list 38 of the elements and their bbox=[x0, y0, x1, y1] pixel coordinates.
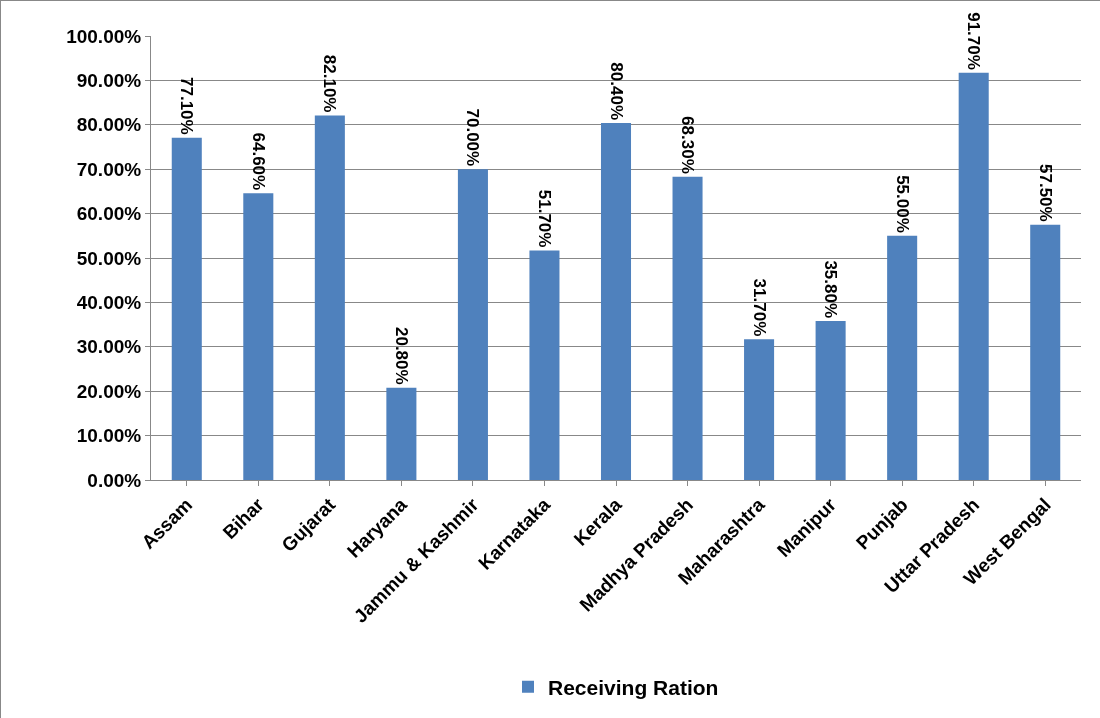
y-tick-label: 30.00% bbox=[76, 336, 142, 358]
y-tick-label: 90.00% bbox=[76, 70, 142, 92]
y-tick-label: 60.00% bbox=[76, 203, 142, 225]
bar bbox=[314, 115, 345, 480]
y-tick-label: 100.00% bbox=[66, 25, 142, 47]
bar bbox=[386, 387, 417, 480]
bar bbox=[529, 250, 560, 480]
bar bbox=[744, 339, 775, 480]
data-label: 82.10% bbox=[320, 54, 340, 113]
data-label: 77.10% bbox=[177, 77, 197, 135]
data-label: 57.50% bbox=[1035, 164, 1055, 222]
bar bbox=[171, 137, 202, 480]
data-label: 91.70% bbox=[964, 12, 984, 70]
bar bbox=[600, 123, 632, 480]
legend-label: Receiving Ration bbox=[548, 675, 719, 699]
bar bbox=[1030, 224, 1061, 480]
data-label: 70.00% bbox=[463, 108, 483, 167]
y-tick-label: 0.00% bbox=[87, 469, 142, 491]
data-label: 64.60% bbox=[248, 132, 268, 191]
y-tick-label: 50.00% bbox=[76, 247, 142, 269]
data-label: 51.70% bbox=[534, 189, 554, 248]
bar bbox=[243, 193, 274, 480]
data-label: 80.40% bbox=[606, 62, 626, 121]
bar bbox=[958, 72, 989, 480]
y-tick-label: 70.00% bbox=[76, 158, 142, 180]
y-tick-label: 40.00% bbox=[76, 292, 142, 314]
data-label: 68.30% bbox=[678, 116, 698, 174]
data-label: 55.00% bbox=[892, 175, 912, 233]
bar bbox=[815, 321, 846, 480]
y-tick-label: 20.00% bbox=[76, 380, 142, 402]
bar bbox=[672, 176, 703, 480]
data-label: 31.70% bbox=[749, 278, 769, 337]
y-tick-label: 80.00% bbox=[76, 114, 142, 136]
data-label: 35.80% bbox=[821, 260, 841, 319]
bar bbox=[457, 169, 488, 480]
y-tick-label: 10.00% bbox=[76, 425, 142, 447]
data-label: 20.80% bbox=[391, 326, 411, 385]
bar bbox=[887, 235, 918, 480]
